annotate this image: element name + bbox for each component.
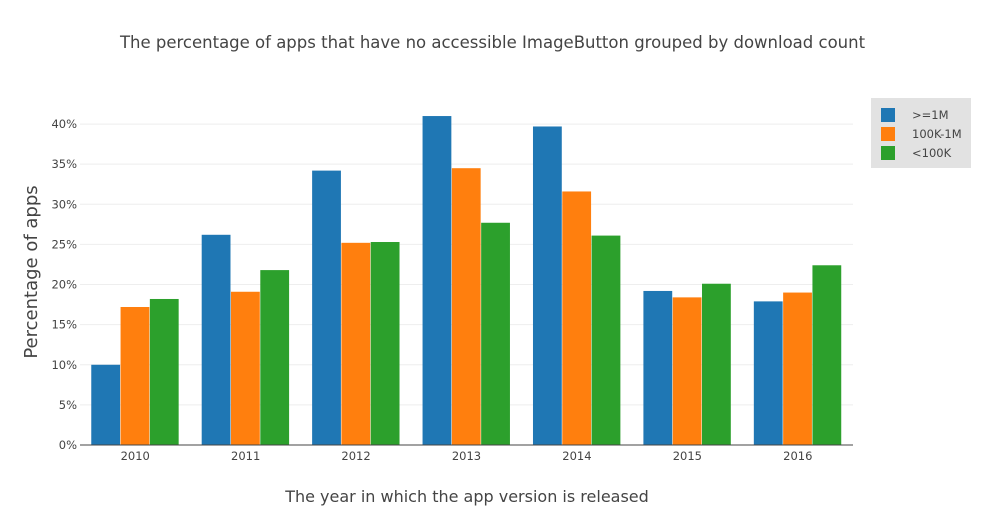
bar-2014 [532,126,562,445]
chart-title: The percentage of apps that have no acce… [119,33,866,52]
bar-2011 [201,234,231,445]
bar-2012 [312,170,341,445]
legend-swatch [881,108,895,122]
y-axis-title: Percentage of apps [21,185,42,358]
legend-item[interactable]: <100K [881,144,951,162]
y-tick-label: 15% [51,318,77,332]
bar-2012 [370,242,400,445]
bar-2015 [672,297,702,445]
bar-2016 [753,301,783,445]
bar-2010 [149,298,179,445]
x-tick-label: 2010 [121,449,150,463]
x-tick-label: 2013 [452,449,481,463]
x-tick-label: 2012 [341,449,370,463]
y-tick-label: 5% [59,398,77,412]
x-tick-labels: 2010 2011 2012 2013 2014 2015 2016 [121,449,813,463]
legend-item[interactable]: >=1M [881,106,949,124]
y-tick-label: 0% [59,438,77,452]
x-tick-label: 2015 [673,449,702,463]
x-tick-label: 2014 [562,449,591,463]
bar-2011 [230,291,260,445]
legend-label: 100K-1M [912,127,962,141]
bar-2010 [120,307,150,445]
bar-2013 [451,168,481,445]
legend-swatch [881,146,895,160]
bars [91,116,842,445]
legend: >=1M 100K-1M <100K [871,98,971,168]
y-tick-labels: 0% 5% 10% 15% 20% 25% 30% 35% 40% [51,117,77,452]
bar-2013 [481,222,510,445]
y-tick-label: 20% [51,278,77,292]
legend-item[interactable]: 100K-1M [881,125,962,143]
bar-2015 [643,290,673,445]
x-axis-title: The year in which the app version is rel… [284,487,649,506]
bar-2014 [591,235,621,445]
y-tick-label: 25% [51,237,77,251]
bar-2010 [91,364,121,445]
x-tick-label: 2016 [783,449,812,463]
y-tick-label: 35% [51,157,77,171]
bar-2011 [260,270,290,445]
bar-2015 [702,283,731,445]
y-tick-label: 10% [51,358,77,372]
x-tick-label: 2011 [231,449,260,463]
bar-2016 [783,292,812,445]
y-tick-label: 30% [51,197,77,211]
bar-2014 [562,191,592,445]
bar-2013 [422,116,452,445]
bar-2016 [812,265,842,445]
y-tick-label: 40% [51,117,77,131]
bar-2012 [341,242,371,445]
legend-swatch [881,127,895,141]
legend-label: <100K [912,146,952,160]
legend-label: >=1M [912,108,949,122]
